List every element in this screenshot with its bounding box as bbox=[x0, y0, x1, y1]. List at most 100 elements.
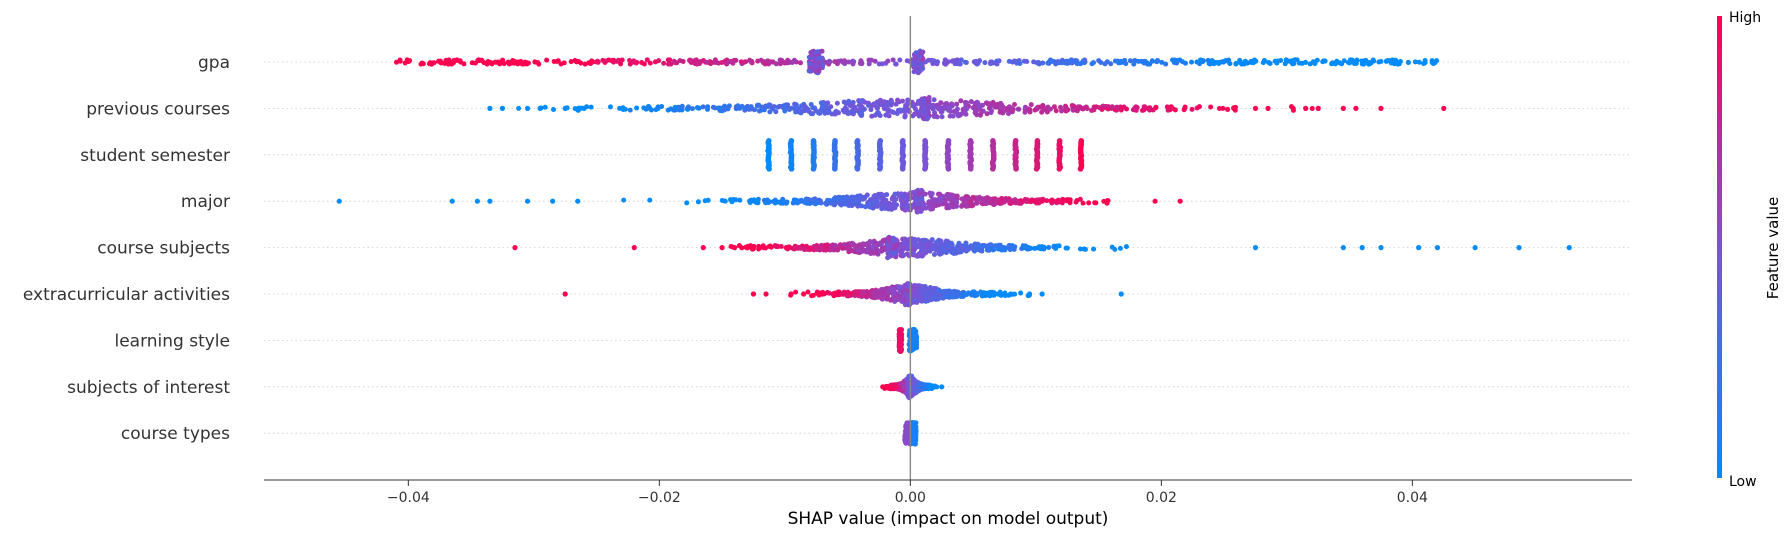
point-learning-style bbox=[897, 328, 903, 334]
point-major bbox=[825, 197, 830, 203]
point-student-semester bbox=[967, 166, 974, 172]
point-extracurricular-activities bbox=[788, 291, 794, 297]
point-gpa bbox=[1147, 61, 1153, 67]
point-previous-courses bbox=[1139, 107, 1145, 113]
point-gpa bbox=[611, 59, 617, 65]
point-gpa bbox=[582, 61, 588, 67]
point-gpa bbox=[469, 60, 475, 66]
point-gpa bbox=[1068, 57, 1074, 63]
point-course-subjects bbox=[855, 247, 861, 253]
point-course-subjects bbox=[973, 244, 979, 250]
point-gpa bbox=[536, 61, 542, 67]
point-extracurricular-activities bbox=[1026, 291, 1033, 297]
point-previous-courses bbox=[886, 113, 892, 119]
point-previous-courses bbox=[884, 103, 890, 109]
point-course-subjects bbox=[891, 246, 897, 252]
beeswarm-points bbox=[336, 48, 1572, 447]
point-gpa bbox=[1233, 60, 1239, 66]
point-previous-courses bbox=[910, 113, 916, 119]
point-extracurricular-activities bbox=[1002, 293, 1008, 299]
point-course-subjects bbox=[985, 244, 991, 250]
point-previous-courses bbox=[877, 97, 883, 103]
point-major bbox=[938, 196, 944, 202]
point-previous-courses bbox=[1378, 105, 1384, 111]
point-course-subjects bbox=[831, 247, 837, 253]
point-gpa bbox=[619, 57, 625, 63]
point-gpa bbox=[819, 48, 825, 54]
point-previous-courses bbox=[745, 105, 751, 111]
point-course-types bbox=[913, 429, 919, 435]
point-major bbox=[946, 205, 952, 211]
point-previous-courses bbox=[1012, 101, 1018, 107]
point-previous-courses bbox=[608, 104, 614, 110]
point-gpa bbox=[1283, 57, 1289, 63]
point-gpa bbox=[578, 60, 584, 66]
point-previous-courses bbox=[1063, 104, 1069, 110]
point-gpa bbox=[394, 59, 399, 65]
point-subjects-of-interest bbox=[892, 384, 898, 390]
point-previous-courses bbox=[676, 105, 682, 111]
point-gpa bbox=[988, 59, 994, 65]
point-gpa bbox=[1378, 58, 1384, 64]
point-extracurricular-activities bbox=[892, 298, 898, 304]
point-previous-courses bbox=[802, 103, 808, 109]
point-major bbox=[873, 203, 879, 209]
point-major bbox=[487, 198, 493, 204]
point-course-subjects bbox=[1123, 244, 1129, 250]
point-gpa bbox=[506, 61, 512, 67]
point-gpa bbox=[1349, 57, 1355, 63]
point-subjects-of-interest bbox=[934, 384, 940, 390]
point-previous-courses bbox=[866, 102, 872, 108]
point-gpa bbox=[1089, 61, 1095, 67]
point-major bbox=[621, 197, 627, 203]
point-extracurricular-activities bbox=[896, 284, 902, 290]
point-previous-courses bbox=[1196, 104, 1202, 110]
point-subjects-of-interest bbox=[939, 384, 945, 390]
point-gpa bbox=[568, 59, 574, 65]
point-gpa bbox=[665, 57, 671, 63]
point-major bbox=[832, 202, 838, 208]
point-gpa bbox=[1278, 57, 1284, 63]
point-extracurricular-activities bbox=[819, 291, 826, 297]
point-course-subjects bbox=[913, 241, 919, 247]
point-previous-courses bbox=[645, 105, 651, 111]
point-gpa bbox=[866, 61, 872, 67]
point-extracurricular-activities bbox=[923, 293, 929, 299]
point-learning-style bbox=[897, 346, 904, 353]
point-extracurricular-activities bbox=[826, 290, 832, 296]
point-previous-courses bbox=[620, 106, 626, 112]
point-course-types bbox=[911, 421, 917, 427]
point-major bbox=[994, 197, 1000, 203]
point-gpa bbox=[846, 59, 852, 65]
x-tick-label: 0.00 bbox=[895, 490, 926, 506]
point-previous-courses bbox=[905, 97, 911, 103]
point-gpa bbox=[738, 59, 744, 65]
point-previous-courses bbox=[1114, 104, 1120, 110]
point-course-subjects bbox=[1064, 245, 1070, 251]
point-gpa bbox=[1368, 60, 1374, 66]
point-course-subjects bbox=[921, 237, 927, 243]
point-previous-courses bbox=[952, 108, 958, 114]
point-major bbox=[919, 201, 925, 207]
point-extracurricular-activities bbox=[950, 290, 956, 296]
point-previous-courses bbox=[931, 97, 937, 103]
point-extracurricular-activities bbox=[832, 291, 838, 297]
point-student-semester bbox=[990, 166, 996, 172]
point-major bbox=[812, 196, 818, 202]
point-course-subjects bbox=[963, 242, 969, 248]
point-previous-courses bbox=[957, 112, 963, 118]
point-previous-courses bbox=[921, 112, 927, 118]
point-major bbox=[892, 191, 898, 197]
point-previous-courses bbox=[893, 101, 899, 107]
point-gpa bbox=[812, 63, 818, 69]
point-extracurricular-activities bbox=[936, 287, 942, 293]
colorbar-high-label: High bbox=[1729, 10, 1761, 26]
point-course-subjects bbox=[972, 248, 978, 254]
point-course-subjects bbox=[886, 239, 892, 245]
colorbar-low-label: Low bbox=[1729, 474, 1757, 490]
point-major bbox=[684, 200, 690, 206]
point-gpa bbox=[1011, 58, 1017, 64]
point-gpa bbox=[680, 59, 686, 65]
point-gpa bbox=[1430, 61, 1436, 67]
point-course-subjects bbox=[915, 237, 921, 243]
